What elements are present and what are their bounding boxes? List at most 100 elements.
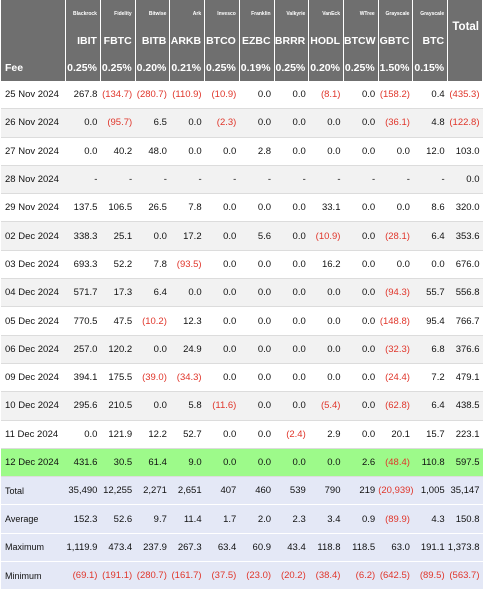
summary-value: (23.0) [239,561,275,590]
issuer-header: Blackrock [65,0,101,27]
total-header: Total [447,0,483,54]
flow-value: - [65,165,101,195]
flow-value: 47.5 [100,306,136,336]
flow-value: 0.0 [239,335,275,364]
flow-value: 0.0 [204,193,240,223]
row-date: 10 Dec 2024 [1,391,66,421]
row-date: 06 Dec 2024 [1,335,66,364]
summary-value: 0.9 [343,504,379,534]
flow-value: 12.0 [412,137,448,166]
flow-value: 0.0 [274,193,309,223]
row-total: (435.3) [447,81,483,110]
flow-row: 26 Nov 2024 0.0 (95.7) 6.5 0.0 (2.3) 0.0 0.0 0.0… [1,108,483,138]
flow-value: 431.6 [65,448,101,478]
flow-value: 0.0 [343,81,379,110]
flow-value: 12.2 [135,420,170,449]
row-date: 05 Dec 2024 [1,306,66,336]
flow-value: 0.0 [239,306,275,336]
ticker-header: FBTC [100,27,136,54]
fee-cell: 0.25% [274,54,310,81]
flow-value: (134.7) [100,81,136,110]
flow-value: 15.7 [412,420,448,449]
flow-value: 33.1 [308,193,344,223]
flow-value: - [343,165,379,195]
flow-value: (10.9) [204,81,240,110]
summary-value: 2.0 [239,504,275,534]
flow-value: 0.0 [343,391,379,421]
flow-value: - [169,165,205,195]
flow-value: 0.0 [412,250,448,280]
flow-value: 0.0 [378,250,413,280]
flow-value: 0.0 [204,335,240,364]
row-date: 29 Nov 2024 [1,193,66,223]
row-total: 676.0 [447,250,483,280]
ticker-header: EZBC [239,27,275,54]
flow-value: 0.0 [65,420,101,449]
summary-value: 63.0 [378,533,413,563]
flow-value: - [135,165,170,195]
ticker-header: ARKB [169,27,206,54]
flow-value: 120.2 [100,335,136,364]
flow-value: 0.0 [274,363,309,393]
flow-value: 17.3 [100,278,136,308]
row-date: 12 Dec 2024 [1,448,66,478]
row-total: 766.7 [447,306,483,336]
fee-cell: 0.25% [343,54,379,81]
summary-value: (6.2) [343,561,379,590]
flow-value: (39.0) [135,363,170,393]
flow-value: 5.6 [239,221,275,251]
corner-cell [1,27,67,54]
flow-value: 0.0 [274,448,309,478]
flow-value: 0.0 [65,108,101,138]
row-total: 556.8 [447,278,483,308]
row-total: 597.5 [447,448,483,478]
row-total: 353.6 [447,221,483,251]
flow-value: - [378,165,413,195]
summary-value: 9.7 [135,504,170,534]
summary-row: Average 152.3 52.6 9.7 11.4 1.7 2.0 2.3 3.4 0.9 (8… [1,504,483,534]
summary-value: 1.7 [204,504,240,534]
summary-value: 473.4 [100,533,136,563]
flow-value: 571.7 [65,278,101,308]
flow-value: 12.3 [169,306,205,336]
summary-value: 790 [308,476,344,506]
flow-value: 20.1 [378,420,413,449]
flow-row: 29 Nov 2024 137.5 106.5 26.5 7.8 0.0 0.0 0.0 33.… [1,193,483,223]
flow-value: 5.8 [169,391,205,421]
flow-row: 25 Nov 2024 267.8 (134.7) (280.7) (110.9) (10… [1,81,483,110]
flow-value: 0.0 [274,221,309,251]
flow-value: (93.5) [169,250,205,280]
fee-cell: 1.50% [378,54,414,81]
flow-value: 121.9 [100,420,136,449]
summary-label: Average [1,504,66,534]
flow-value: - [412,165,448,195]
flow-value: (28.1) [378,221,413,251]
flow-value: 0.0 [204,448,240,478]
flow-value: 9.0 [169,448,205,478]
flow-value: 394.1 [65,363,101,393]
row-date: 03 Dec 2024 [1,250,66,280]
flow-value: 175.5 [100,363,136,393]
flow-value: 0.0 [135,335,170,364]
flow-row: 05 Dec 2024 770.5 47.5 (10.2) 12.3 0.0 0.0 0.0 0… [1,306,483,336]
flow-value: 40.2 [100,137,136,166]
issuer-header-row: Blackrock Fidelity Bitwise Ark Invesco Frankl… [1,0,483,54]
flow-value: (32.3) [378,335,413,364]
summary-value: 12,255 [100,476,136,506]
fee-cell: 0.25% [204,54,240,81]
fee-cell: 0.15% [412,54,449,81]
row-total: (122.8) [447,108,483,138]
row-date: 02 Dec 2024 [1,221,66,251]
ticker-header: GBTC [378,27,414,54]
flow-value: 0.0 [378,137,413,166]
summary-value: 1,005 [412,476,448,506]
summary-value: (280.7) [135,561,170,590]
flow-value: 6.8 [412,335,448,364]
flow-value: 0.0 [169,108,205,138]
flow-value: 6.4 [135,278,170,308]
flow-value: 0.0 [204,363,240,393]
fee-label: Fee [1,54,67,81]
flow-value: 0.0 [308,306,344,336]
flow-value: 0.0 [239,448,275,478]
